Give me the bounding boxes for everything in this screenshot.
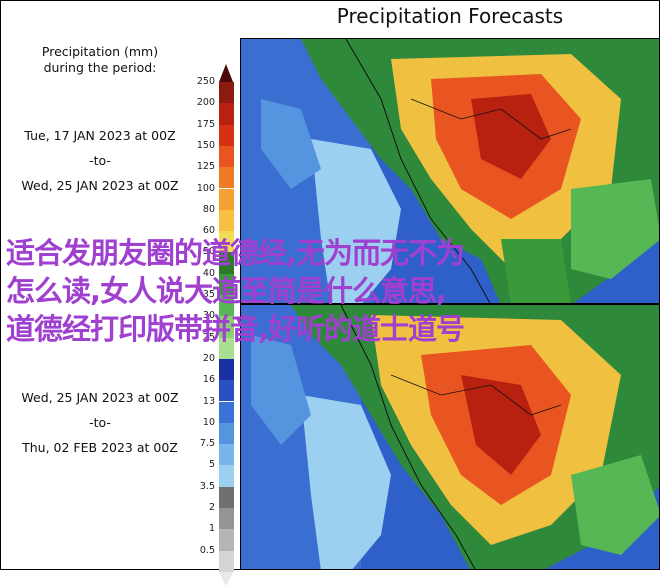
colorbar-tick-label: 0.5 [199, 544, 215, 556]
colorbar-segment [219, 124, 234, 146]
colorbar-tick-label: 250 [196, 76, 215, 87]
period1-separator: -to- [89, 153, 111, 168]
legend-heading-line1: Precipitation (mm) [41, 44, 159, 59]
colorbar-segment [219, 550, 234, 572]
period2-separator: -to- [89, 415, 111, 430]
colorbar-segment [219, 465, 234, 487]
colorbar-segment [219, 337, 234, 359]
colorbar-tick-label: 60 [202, 225, 215, 237]
colorbar-segment [219, 401, 234, 423]
colorbar-segment [219, 358, 234, 381]
map-panel [240, 38, 660, 570]
colorbar-tick-label: 10 [202, 416, 215, 428]
colorbar-segment [219, 103, 234, 125]
colorbar-tick-label: 125 [196, 161, 215, 173]
period2-start: Wed, 25 JAN 2023 at 00Z [21, 390, 179, 405]
colorbar-segment [219, 486, 234, 508]
forecast-map-period2-image [241, 305, 659, 569]
colorbar-segment [219, 444, 234, 466]
colorbar-segment [219, 209, 234, 232]
forecast-map-period1-image [241, 39, 659, 303]
overlay-caption: 适合发朋友圈的道德经,无为而无不为 怎么读,女人说大道至简是什么意思, 道德经打… [6, 234, 656, 348]
figure-title: Precipitation Forecasts [336, 4, 564, 28]
period1-end: Wed, 25 JAN 2023 at 00Z [21, 178, 179, 193]
colorbar-tick-label: 40 [202, 267, 215, 279]
colorbar-segment [219, 252, 234, 274]
colorbar-segment [219, 316, 234, 338]
colorbar-tick-label: 13 [202, 395, 215, 407]
period1-start: Tue, 17 JAN 2023 at 00Z [24, 128, 176, 143]
colorbar-segment [219, 231, 234, 253]
colorbar-tick-label: 3.5 [199, 480, 215, 492]
colorbar-segment [219, 508, 234, 530]
overlay-line-2: 怎么读,女人说大道至简是什么意思, [6, 274, 447, 308]
colorbar-segment [219, 188, 234, 210]
overlay-line-3: 道德经打印版带拼音,好听的道士道号 [6, 312, 465, 346]
colorbar-tick-label: 50 [202, 246, 215, 258]
colorbar-bottom-arrow [219, 571, 233, 586]
colorbar-tick-label: 80 [202, 203, 215, 215]
colorbar-tick-label: 175 [196, 118, 215, 130]
legend-panel: Precipitation (mm) during the period: Tu… [0, 30, 240, 586]
colorbar-tick-label: 100 [196, 182, 215, 194]
colorbar-tick-label: 2 [208, 502, 215, 513]
legend-heading-line2: during the period: [43, 60, 157, 75]
colorbar-segment [219, 82, 234, 104]
colorbar-segment [219, 273, 234, 295]
colorbar-tick-label: 25 [202, 331, 215, 343]
colorbar-tick-label: 200 [196, 97, 215, 109]
colorbar-segment [219, 295, 234, 317]
colorbar-segment [219, 422, 234, 445]
period2-end: Thu, 02 FEB 2023 at 00Z [22, 440, 178, 455]
colorbar-segment [219, 529, 234, 551]
colorbar-tick-label: 150 [196, 139, 215, 151]
colorbar-segment [219, 167, 234, 189]
overlay-line-1: 适合发朋友圈的道德经,无为而无不为 [6, 236, 465, 270]
colorbar-tick-label: 16 [202, 374, 215, 386]
colorbar-tick-label: 1 [208, 523, 215, 535]
colorbar-segment [219, 145, 234, 168]
colorbar-tick-label: 30 [202, 310, 215, 322]
colorbar-segment [219, 380, 234, 402]
colorbar-tick-label: 20 [202, 352, 215, 364]
colorbar-tick-label: 5 [208, 459, 215, 471]
forecast-map-period1 [240, 38, 660, 304]
colorbar-top-arrow [219, 64, 233, 82]
colorbar-tick-label: 35 [202, 289, 215, 300]
forecast-map-period2 [240, 304, 660, 570]
colorbar-tick-label: 7.5 [199, 438, 215, 450]
